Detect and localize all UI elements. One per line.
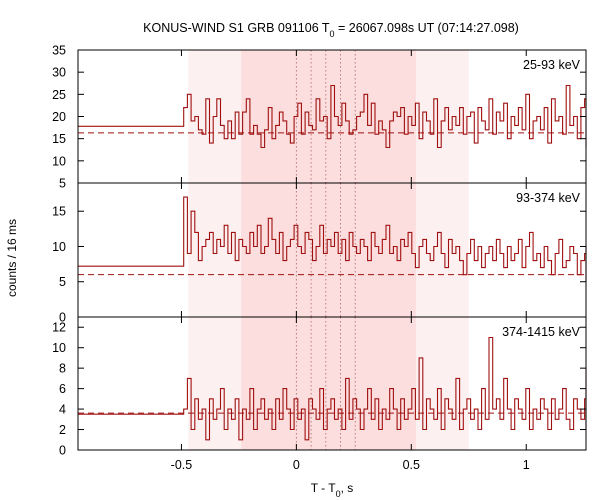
shaded-interval-2	[241, 50, 416, 183]
y-tick-label: 15	[52, 132, 66, 146]
light-curve-series	[78, 196, 587, 282]
light-curve-series	[78, 84, 587, 149]
shaded-interval-2	[241, 317, 416, 450]
y-tick-label: 10	[52, 154, 66, 168]
light-curve-series	[78, 336, 587, 441]
y-tick-label: 2	[59, 423, 66, 437]
y-tick-label: 25	[52, 88, 66, 102]
panel-1: 5 10 15 20 25 30 35 25-93 keV	[52, 44, 587, 191]
y-tick-label: 6	[59, 382, 66, 396]
y-tick-label: 30	[52, 66, 66, 80]
x-tick-label: 0	[293, 458, 300, 472]
y-tick-label: 10	[52, 240, 66, 254]
x-axis-label: T - T0, s	[311, 481, 354, 499]
energy-band-label: 374-1415 keV	[502, 325, 581, 339]
y-tick-label: 20	[52, 110, 66, 124]
panel-frame	[77, 316, 587, 451]
y-tick-label: 10	[52, 341, 66, 355]
y-tick-label: 8	[59, 362, 66, 376]
y-tick-label: 15	[52, 205, 66, 219]
shaded-interval-2	[241, 183, 416, 317]
energy-band-label: 93-374 keV	[516, 191, 581, 205]
x-tick-label: 1	[523, 458, 530, 472]
x-tick-label: 0.5	[403, 458, 420, 472]
panel-2: 0 5 10 15 93-374 keV	[52, 182, 587, 325]
panel-3: 0 2 4 6 8 10 12 374-1415 keV	[52, 316, 587, 458]
chart-title: KONUS-WIND S1 GRB 091106 T0 = 26067.098s…	[143, 21, 519, 39]
x-tick-label: -0.5	[171, 458, 193, 472]
y-tick-label: 4	[59, 403, 66, 417]
y-tick-label: 35	[52, 44, 66, 58]
y-tick-label: 5	[59, 275, 66, 289]
y-tick-label: 5	[59, 177, 66, 191]
y-axis-label: counts / 16 ms	[5, 219, 19, 297]
y-tick-label: 12	[52, 321, 66, 335]
y-tick-label: 0	[59, 311, 66, 325]
energy-band-label: 25-93 keV	[523, 58, 581, 72]
y-tick-label: 0	[59, 444, 66, 458]
